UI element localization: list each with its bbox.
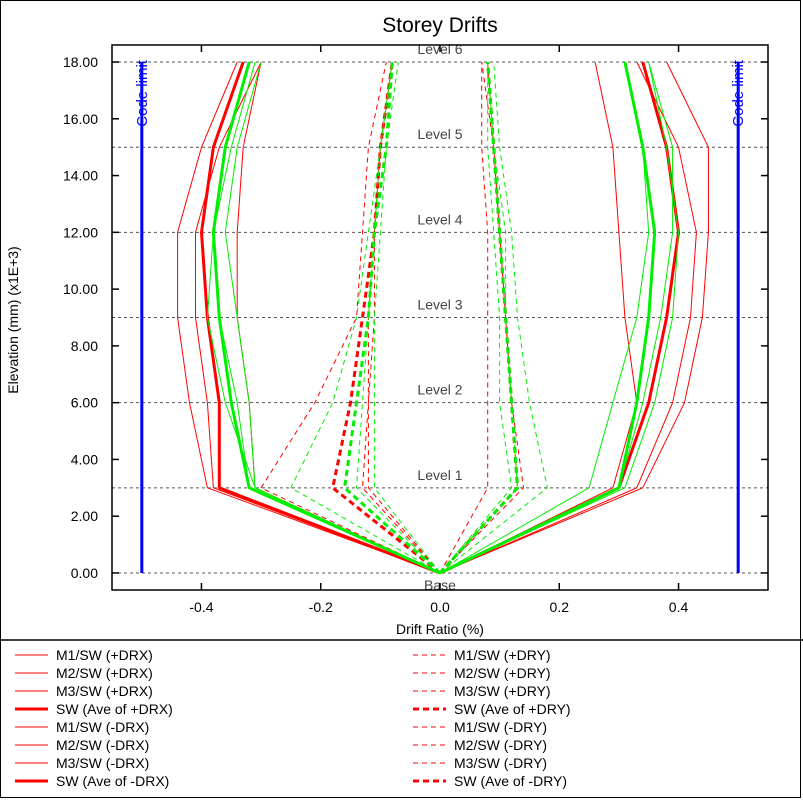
legend-entry-label: M2/SW (+DRY) — [454, 665, 551, 681]
y-tick-label: 4.00 — [71, 451, 98, 467]
series-line-m2-sw-drx — [177, 61, 441, 574]
legend-entry-label: M1/SW (-DRY) — [454, 719, 547, 735]
legend-entry-label: SW (Ave of +DRY) — [454, 701, 571, 717]
level-label: Level 2 — [417, 382, 462, 398]
x-tick-label: -0.2 — [309, 599, 333, 615]
legend-entry-label: SW (Ave of -DRY) — [454, 773, 567, 789]
y-tick-label: 16.00 — [63, 111, 98, 127]
legend-entry-label: M1/SW (-DRX) — [56, 719, 149, 735]
y-tick-label: 14.00 — [63, 168, 98, 184]
legend: M1/SW (+DRX) M2/SW (+DRX) M3/SW (+DRX) SW (… — [15, 647, 571, 789]
legend-entry-label: M2/SW (+DRX) — [56, 665, 153, 681]
y-tick-label: 8.00 — [71, 338, 98, 354]
series-line-green-18 — [439, 61, 679, 574]
legend-entry-label: M3/SW (-DRY) — [454, 755, 547, 771]
legend-entry-label: M1/SW (+DRY) — [454, 647, 551, 663]
series-line-green-24 — [439, 61, 548, 574]
code-limit-layer: Code limit Code limit — [134, 59, 747, 573]
series-line-m1-sw-drx — [439, 61, 697, 574]
series-line-green-29 — [356, 61, 441, 574]
legend-entry-label: M3/SW (+DRY) — [454, 683, 551, 699]
legend-entry-label: M1/SW (+DRX) — [56, 647, 153, 663]
code-limit-label: Code limit — [730, 59, 747, 127]
x-tick-label: 0.4 — [669, 599, 689, 615]
y-tick-label: 6.00 — [71, 395, 98, 411]
series-line-m1-sw-dry — [260, 61, 441, 574]
code-limit-label: Code limit — [134, 59, 151, 127]
x-tick-label: 0.2 — [550, 599, 570, 615]
series-layer — [177, 61, 709, 575]
legend-entry-label: SW (Ave of +DRX) — [56, 701, 173, 717]
y-axis-label: Elevation (mm) (x1E+3) — [5, 246, 21, 393]
legend-entry-label: M3/SW (-DRX) — [56, 755, 149, 771]
y-tick-label: 0.00 — [71, 565, 98, 581]
series-line-m2-sw-drx — [439, 61, 709, 574]
legend-entry-label: M3/SW (+DRX) — [56, 683, 153, 699]
level-label: Level 4 — [417, 211, 462, 227]
level-label: Level 1 — [417, 467, 462, 483]
axis-layer: 0.00 2.00 4.00 6.00 8.00 10.00 12.00 14.00 16.00… — [63, 44, 769, 615]
series-line-green-19 — [439, 61, 657, 575]
chart-title: Storey Drifts — [382, 14, 498, 37]
series-line-green-23 — [211, 61, 441, 575]
level-label: Level 3 — [417, 297, 462, 313]
series-line-green-26 — [439, 62, 513, 574]
legend-entry-label: M2/SW (-DRY) — [454, 737, 547, 753]
y-tick-label: 2.00 — [71, 508, 98, 524]
series-line-green-31 — [343, 61, 441, 575]
x-tick-label: 0.0 — [430, 599, 450, 615]
series-line-m1-sw-drx — [195, 61, 441, 574]
y-tick-label: 12.00 — [63, 224, 98, 240]
x-tick-label: -0.4 — [189, 599, 213, 615]
y-tick-label: 18.00 — [63, 54, 98, 70]
x-axis-label: Drift Ratio (%) — [396, 621, 484, 637]
series-line-green-27 — [438, 61, 519, 575]
y-tick-label: 10.00 — [63, 281, 98, 297]
level-label: Level 5 — [417, 126, 462, 142]
legend-entry-label: M2/SW (-DRX) — [56, 737, 149, 753]
series-line-m3-sw-drx — [439, 61, 638, 574]
legend-entry-label: SW (Ave of -DRX) — [56, 773, 169, 789]
